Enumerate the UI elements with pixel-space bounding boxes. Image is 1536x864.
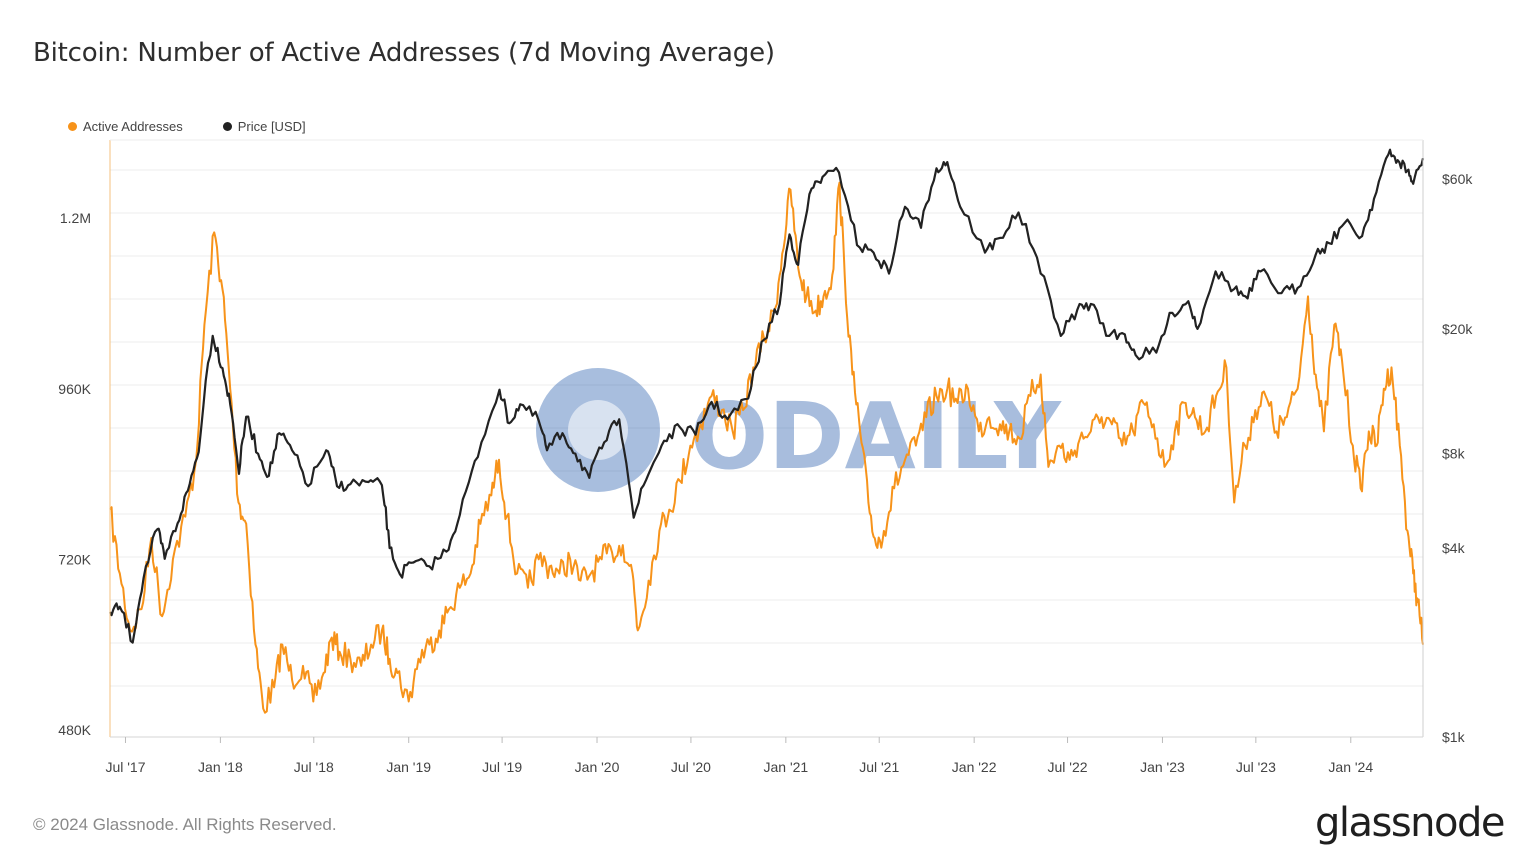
brand-logo: glassnode <box>1314 800 1506 846</box>
x-tick-label: Jul '17 <box>105 759 145 775</box>
series-line <box>109 148 1425 644</box>
x-axis-ticks: Jul '17 Jan '18 Jul '18 Jan '19 Jul '19 Jan '… <box>105 737 1373 775</box>
x-tick-label: Jan '22 <box>952 759 997 775</box>
x-tick-label: Jan '24 <box>1328 759 1373 775</box>
y-left-tick-label: 720K <box>58 551 91 567</box>
watermark: ODAILY <box>536 368 1062 492</box>
y-left-tick-label: 1.2M <box>60 210 91 226</box>
legend-dot-black-icon <box>222 122 232 131</box>
y-right-tick-label: $60k <box>1442 171 1473 187</box>
y-axis-left-ticks: 480K 720K 960K 1.2M <box>58 210 91 738</box>
x-tick-label: Jan '20 <box>575 759 620 775</box>
x-tick-label: Jan '19 <box>386 759 431 775</box>
x-tick-label: Jul '19 <box>482 759 522 775</box>
chart-title: Bitcoin: Number of Active Addresses (7d … <box>33 38 775 68</box>
legend-item-active-addresses[interactable]: Active Addresses <box>68 119 183 134</box>
x-tick-label: Jul '20 <box>671 759 711 775</box>
legend-dot-orange-icon <box>68 122 77 131</box>
series-line <box>109 181 1424 714</box>
chart-legend: Active Addresses Price [USD] <box>68 119 306 134</box>
y-axis-right-ticks: $1k $4k $8k $20k $60k <box>1442 171 1473 745</box>
legend-item-price[interactable]: Price [USD] <box>222 119 306 134</box>
x-tick-label: Jul '18 <box>294 759 334 775</box>
watermark-logo-inner-icon <box>568 400 628 460</box>
x-tick-label: Jul '23 <box>1236 759 1276 775</box>
legend-label: Price [USD] <box>237 119 306 134</box>
x-tick-label: Jan '18 <box>198 759 243 775</box>
y-right-tick-label: $8k <box>1442 446 1466 462</box>
y-right-tick-label: $4k <box>1442 540 1466 556</box>
y-right-tick-label: $20k <box>1442 321 1473 337</box>
x-tick-label: Jul '22 <box>1048 759 1088 775</box>
x-tick-label: Jan '21 <box>763 759 808 775</box>
y-left-tick-label: 960K <box>58 381 91 397</box>
legend-label: Active Addresses <box>83 119 183 134</box>
y-right-tick-label: $1k <box>1442 729 1466 745</box>
x-tick-label: Jan '23 <box>1140 759 1185 775</box>
watermark-text: ODAILY <box>690 383 1062 490</box>
x-tick-label: Jul '21 <box>859 759 899 775</box>
axes <box>109 139 1424 738</box>
copyright-text: © 2024 Glassnode. All Rights Reserved. <box>33 815 337 834</box>
y-left-tick-label: 480K <box>58 722 91 738</box>
